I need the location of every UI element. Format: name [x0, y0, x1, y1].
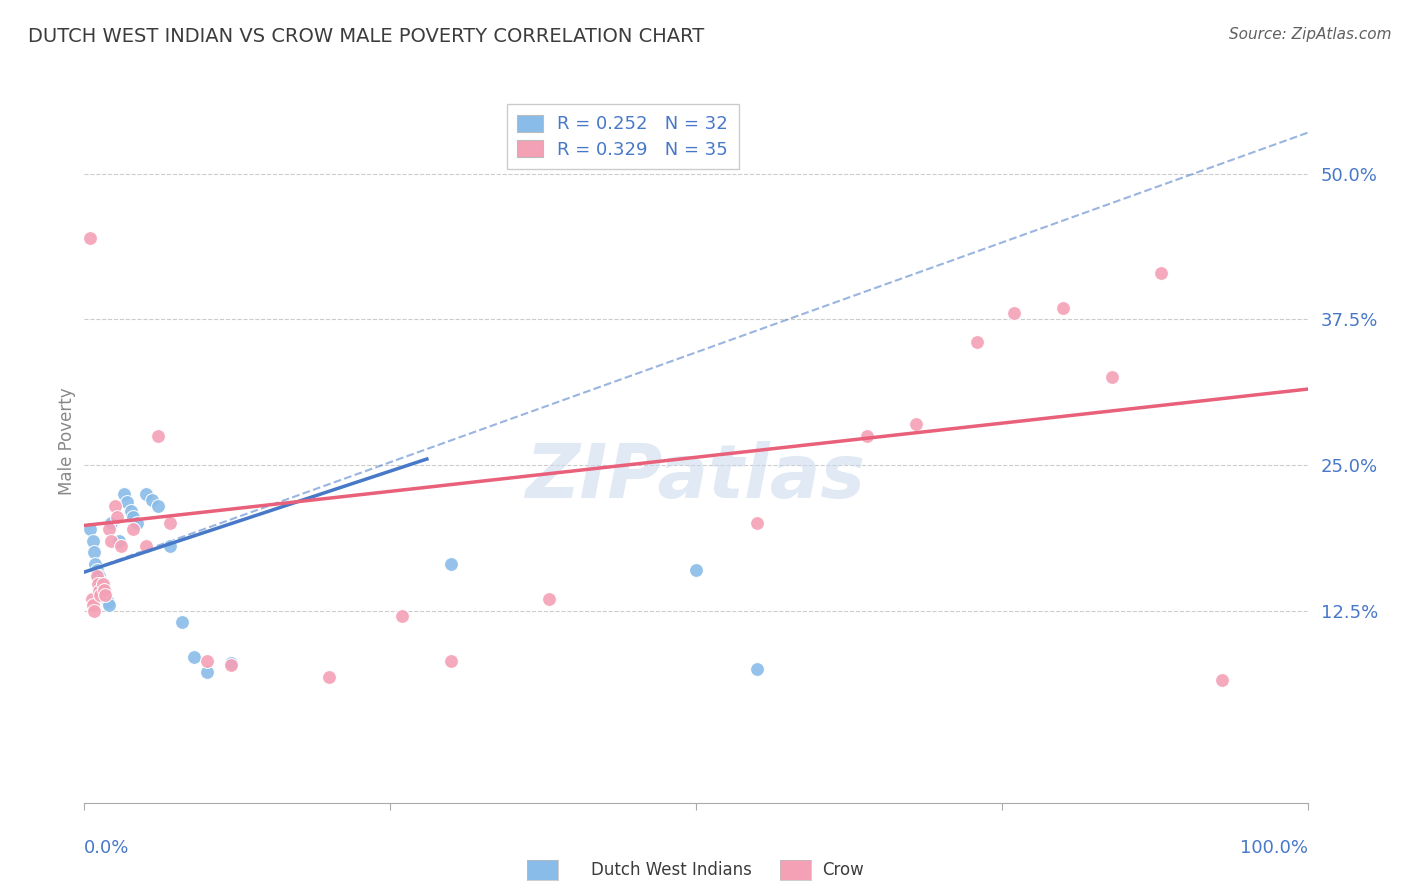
Point: [97, 595, 120, 609]
Point: [96, 591, 118, 606]
Point: [80, 591, 103, 606]
Point: [79, 230, 101, 244]
Y-axis label: Male Poverty: Male Poverty: [58, 388, 76, 495]
Point: [1150, 266, 1173, 280]
Point: [122, 522, 145, 536]
Point: [82, 598, 104, 612]
Point: [1002, 306, 1025, 320]
Point: [86, 563, 108, 577]
Point: [391, 609, 413, 624]
Point: [112, 487, 135, 501]
Point: [135, 487, 157, 501]
Point: [135, 540, 157, 554]
Point: [100, 516, 122, 530]
Point: [91, 580, 114, 594]
Point: [856, 428, 879, 442]
Point: [94, 588, 117, 602]
Point: [86, 568, 108, 582]
Point: [966, 335, 988, 350]
Point: [94, 588, 117, 602]
Point: [219, 658, 242, 673]
Point: [105, 510, 128, 524]
Point: [1101, 370, 1123, 384]
Point: [87, 583, 110, 598]
Point: [91, 576, 114, 591]
Point: [107, 533, 129, 548]
Point: [82, 533, 104, 548]
Point: [747, 662, 769, 676]
Text: Crow: Crow: [823, 861, 865, 879]
Point: [79, 522, 101, 536]
Point: [318, 670, 340, 684]
Point: [1052, 301, 1074, 315]
Point: [93, 582, 115, 597]
Point: [87, 576, 110, 591]
Point: [110, 540, 132, 554]
Point: [146, 428, 169, 442]
Point: [159, 516, 181, 530]
Point: [97, 598, 120, 612]
Point: [125, 516, 148, 530]
Point: [440, 557, 463, 571]
Point: [89, 588, 111, 602]
Text: Source: ZipAtlas.com: Source: ZipAtlas.com: [1229, 27, 1392, 42]
Point: [104, 499, 127, 513]
Point: [159, 540, 181, 554]
Point: [183, 650, 205, 665]
Text: Dutch West Indians: Dutch West Indians: [591, 861, 751, 879]
Point: [93, 583, 115, 598]
Point: [195, 654, 218, 668]
Text: 100.0%: 100.0%: [1240, 838, 1308, 857]
Text: DUTCH WEST INDIAN VS CROW MALE POVERTY CORRELATION CHART: DUTCH WEST INDIAN VS CROW MALE POVERTY C…: [28, 27, 704, 45]
Point: [83, 603, 105, 617]
Point: [83, 545, 105, 559]
Point: [141, 492, 163, 507]
Point: [440, 654, 463, 668]
Point: [195, 665, 218, 680]
Point: [89, 574, 111, 589]
Point: [84, 557, 107, 571]
Text: 0.0%: 0.0%: [84, 838, 129, 857]
Point: [538, 591, 561, 606]
Point: [100, 533, 122, 548]
Point: [905, 417, 928, 431]
Point: [115, 495, 138, 509]
Point: [120, 504, 142, 518]
Legend: R = 0.252   N = 32, R = 0.329   N = 35: R = 0.252 N = 32, R = 0.329 N = 35: [506, 103, 738, 169]
Point: [122, 510, 145, 524]
Point: [219, 656, 242, 670]
Point: [172, 615, 194, 630]
Text: ZIPatlas: ZIPatlas: [526, 442, 866, 514]
Point: [685, 563, 707, 577]
Point: [87, 568, 110, 582]
Point: [90, 576, 112, 591]
Point: [97, 522, 120, 536]
Point: [1211, 673, 1233, 688]
Point: [146, 499, 169, 513]
Point: [747, 516, 769, 530]
